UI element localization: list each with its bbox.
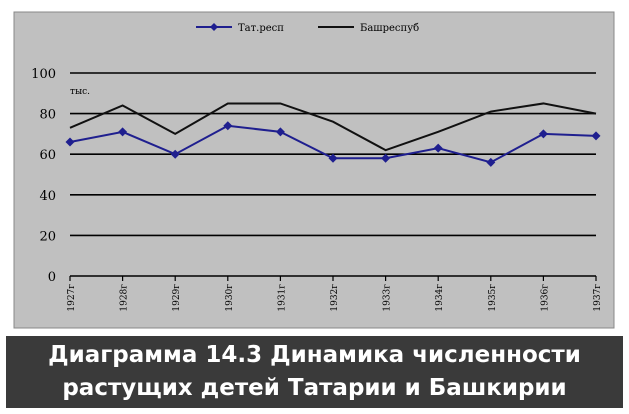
x-tick-label: 1928г [120, 284, 130, 312]
figure-caption: Диаграмма 14.3 Динамика численности раст… [6, 336, 623, 408]
legend-label-2: Башреспуб [360, 23, 419, 34]
chart-area: 0 20 40 60 80 100 1927г 1928г 1929г 1930г 1931г 193… [13, 11, 615, 329]
legend-label-1: Тат.респ [238, 23, 284, 34]
y-axis-unit-label: тыс. [70, 87, 90, 97]
data-point [486, 157, 496, 167]
caption-line-2: растущих детей Татарии и Башкирии [62, 375, 567, 401]
x-tick-label: 1930г [225, 284, 235, 312]
y-tick-label: 0 [48, 270, 56, 285]
data-point [433, 143, 443, 153]
y-tick-label: 20 [39, 229, 56, 244]
x-tick-label: 1937г [593, 284, 603, 312]
data-point [65, 137, 75, 147]
x-tick-label: 1931г [277, 284, 287, 312]
legend-marker [210, 23, 218, 31]
y-tick-label: 80 [39, 108, 56, 123]
x-tick-label: 1935г [488, 284, 498, 312]
data-point [275, 127, 285, 137]
x-tick-label: 1933г [383, 284, 393, 312]
data-point [381, 153, 391, 163]
data-point [538, 129, 548, 139]
chart-frame [13, 11, 615, 329]
series-line-2 [69, 102, 597, 152]
line-chart: 0 20 40 60 80 100 1927г 1928г 1929г 1930г 1931г 193… [13, 11, 615, 329]
x-tick-label: 1932г [330, 284, 340, 312]
data-point [170, 149, 180, 159]
x-tick-label: 1934г [435, 284, 445, 312]
data-point [223, 121, 233, 131]
y-tick-label: 40 [39, 189, 56, 204]
x-tick-label: 1936г [540, 284, 550, 312]
axes: 0 20 40 60 80 100 1927г 1928г 1929г 1930г 1931г 193… [31, 67, 603, 312]
y-tick-label: 100 [31, 67, 56, 82]
legend: Тат.респ Башреспуб [196, 23, 419, 34]
x-tick-label: 1927г [67, 284, 77, 312]
x-tick-label: 1929г [172, 284, 182, 312]
series-lines [65, 102, 601, 167]
y-tick-label: 60 [39, 148, 56, 163]
data-point [591, 131, 601, 141]
data-point [118, 127, 128, 137]
data-point [328, 153, 338, 163]
caption-line-1: Диаграмма 14.3 Динамика численности [48, 342, 581, 368]
